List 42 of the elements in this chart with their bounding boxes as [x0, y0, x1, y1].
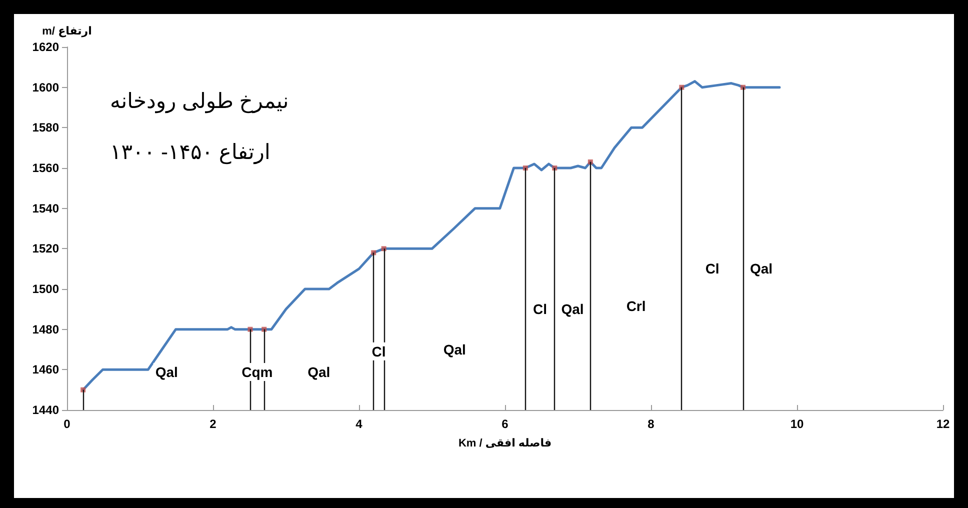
x-tick-label: 8 [648, 417, 655, 431]
annotation: Crl [626, 298, 646, 314]
x-tick-label: 10 [790, 417, 804, 431]
annotation: Qal [443, 341, 466, 358]
annotation: Cl [372, 343, 386, 360]
x-tick-label: 0 [64, 417, 71, 431]
x-axis-title: Km / فاصله افقی [458, 438, 552, 450]
y-tick-label: 1520 [32, 242, 60, 256]
point [522, 166, 528, 170]
y-tick-label: 1600 [32, 80, 60, 94]
x-tick-label: 12 [936, 417, 950, 431]
y-tick-label: 1500 [32, 282, 60, 296]
y-tick-label: 1460 [32, 362, 60, 377]
y-tick-label: 1480 [32, 322, 60, 336]
annotation: Qal [561, 301, 584, 317]
x-tick-label: 6 [502, 417, 509, 431]
y-tick-label: 1580 [32, 120, 60, 135]
annotation: Qal [750, 260, 773, 277]
annotation: Cl [705, 260, 720, 277]
line-series [82, 80, 781, 392]
y-tick-label: 1620 [32, 40, 60, 54]
point [371, 250, 376, 256]
annotation: Qal [308, 364, 330, 380]
point [381, 246, 386, 252]
point [80, 387, 86, 392]
x-tick-label: 4 [356, 417, 363, 431]
y-tick-label: 1540 [32, 201, 60, 216]
annotation: Cqm [242, 364, 273, 380]
point [588, 159, 593, 164]
text: ارتفاع ۱۴۵۰- ۱۳۰۰ [110, 141, 270, 165]
point [248, 326, 253, 332]
annotation: Cl [533, 301, 548, 317]
y-tick-label: 1440 [32, 403, 60, 417]
x-tick-label: 2 [210, 417, 217, 431]
point [552, 166, 558, 170]
point [740, 84, 746, 90]
annotation: Qal [155, 364, 178, 380]
y-tick-label: 1560 [32, 161, 60, 175]
text: نیمرخ طولی رودخانه [110, 90, 289, 114]
point [679, 84, 684, 90]
point [262, 326, 267, 332]
y-axis-title: m/ ارتفاع [42, 26, 92, 38]
